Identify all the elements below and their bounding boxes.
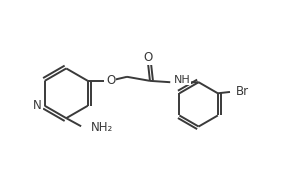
Text: N: N — [33, 99, 42, 112]
Text: NH₂: NH₂ — [91, 121, 113, 134]
Text: O: O — [143, 51, 152, 64]
Text: NH: NH — [173, 74, 190, 84]
Text: Br: Br — [235, 85, 248, 98]
Text: O: O — [106, 74, 115, 87]
